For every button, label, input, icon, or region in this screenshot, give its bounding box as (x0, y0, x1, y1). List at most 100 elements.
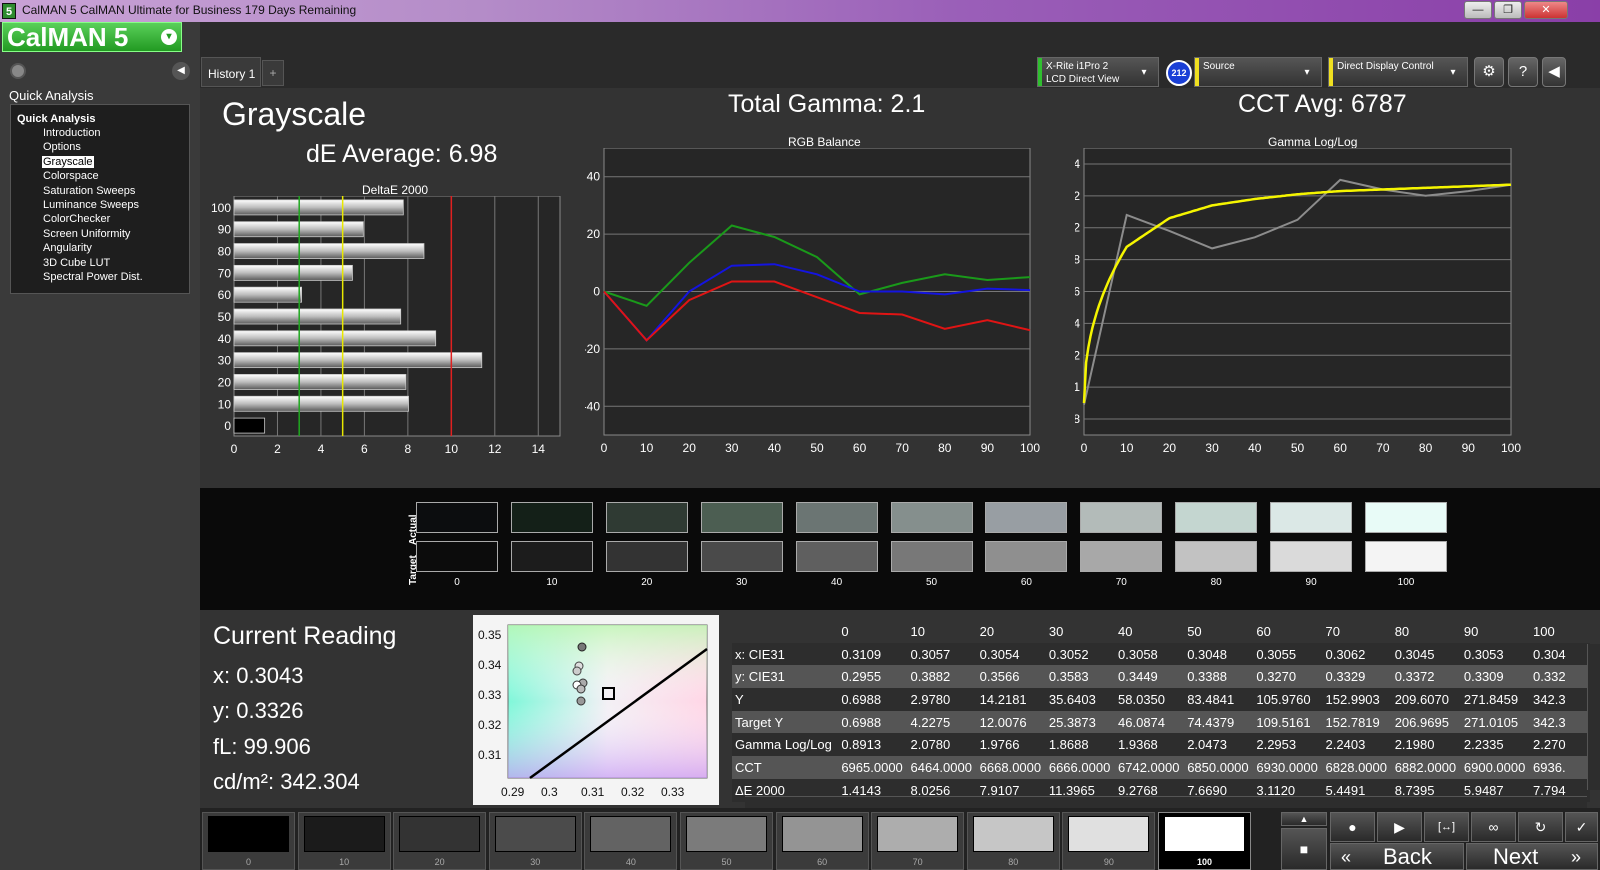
patch-label: 30 (530, 857, 541, 867)
back-label: Back (1383, 844, 1432, 869)
patch-button-100[interactable]: 100 (1158, 812, 1251, 870)
table-cell: 2.2953 (1253, 733, 1323, 757)
play-icon[interactable]: ▶ (1377, 812, 1422, 842)
series-line (603, 263, 1031, 342)
table-cell: 0.8913 (838, 733, 908, 757)
sidebar-item-angularity[interactable]: Angularity (43, 242, 92, 255)
row-label: x: CIE31 (732, 642, 839, 666)
deltae-bar (233, 395, 409, 412)
record-icon[interactable]: ● (1330, 812, 1375, 842)
deltae-bar (233, 264, 353, 281)
table-vertical-scrollbar[interactable] (1587, 644, 1600, 790)
brand-dropdown-icon[interactable]: ▾ (161, 29, 177, 45)
patch-button-90[interactable]: 90 (1062, 812, 1156, 870)
help-icon[interactable]: ? (1508, 57, 1538, 87)
table-cell: 2.1980 (1391, 733, 1461, 757)
patch-label: 20 (434, 857, 445, 867)
cct-average: CCT Avg: 6787 (1238, 90, 1407, 118)
table-cell: 271.8459 (1460, 688, 1531, 711)
table-cell: 0.3054 (976, 642, 1046, 666)
sidebar-item-spectral-power-dist[interactable]: Spectral Power Dist. (43, 271, 143, 283)
patch-button-70[interactable]: 70 (871, 812, 965, 870)
table-cell: 0.3053 (1460, 642, 1531, 666)
settings-icon[interactable]: ⚙ (1474, 57, 1504, 87)
cie-xtick: 0.29 (501, 785, 525, 799)
table-cell: 0.304 (1530, 642, 1590, 666)
fit-icon[interactable]: [↔] (1424, 812, 1469, 842)
refresh-icon[interactable]: ↻ (1518, 812, 1563, 842)
check-icon[interactable]: ✓ (1565, 812, 1598, 842)
meter-selector[interactable]: X-Rite i1Pro 2 LCD Direct View ▾ (1037, 57, 1159, 87)
add-tab-button[interactable]: + (262, 60, 284, 86)
table-cell: 0.3048 (1184, 642, 1254, 666)
target-swatch (1365, 541, 1447, 572)
next-button[interactable]: Next » (1466, 843, 1598, 870)
source-selector[interactable]: Source ▾ (1194, 57, 1322, 87)
restore-button[interactable]: ❐ (1494, 1, 1522, 19)
sidebar-item-grayscale[interactable]: Grayscale (42, 155, 94, 168)
patch-button-50[interactable]: 50 (680, 812, 773, 870)
nav-group[interactable]: Quick Analysis (17, 113, 96, 125)
sidebar-item-options[interactable]: Options (43, 141, 81, 154)
cie-point (572, 666, 582, 676)
swatch-label: 30 (736, 577, 748, 588)
patch-button-20[interactable]: 20 (393, 812, 487, 870)
display-selector[interactable]: Direct Display Control ▾ (1328, 57, 1468, 87)
series-line (1083, 178, 1512, 405)
sidebar-item-saturation-sweeps[interactable]: Saturation Sweeps (43, 184, 136, 197)
panel-pin-icon[interactable] (10, 63, 26, 79)
chevron-down-icon[interactable]: ▾ (1304, 67, 1310, 78)
back-button[interactable]: « Back (1330, 843, 1464, 870)
sidebar-item-colorspace[interactable]: Colorspace (43, 170, 99, 183)
stop-icon[interactable]: ■ (1281, 828, 1327, 870)
table-cell: 12.0076 (976, 710, 1046, 734)
sidebar-item-luminance-sweeps[interactable]: Luminance Sweeps (43, 199, 140, 211)
xtick-label: 80 (1419, 441, 1433, 455)
deltae-xtick: 10 (445, 442, 459, 456)
sidebar-item-3d-cube-lut[interactable]: 3D Cube LUT (43, 256, 111, 269)
deltae-bar (233, 330, 437, 347)
table-cell: 7.794 (1530, 778, 1590, 802)
tab-history-1[interactable]: History 1 (201, 57, 261, 87)
minimize-button[interactable]: — (1464, 1, 1492, 19)
sidebar-item-screen-uniformity[interactable]: Screen Uniformity (43, 227, 131, 240)
loop-icon[interactable]: ∞ (1471, 812, 1516, 842)
table-cell: 206.9695 (1391, 710, 1461, 734)
series-line (1082, 183, 1512, 404)
table-cell: 0.3062 (1322, 642, 1392, 666)
xtick-label: 0 (601, 441, 608, 455)
patch-chip (972, 816, 1054, 852)
patch-button-30[interactable]: 30 (488, 812, 582, 870)
patch-button-80[interactable]: 80 (966, 812, 1060, 870)
chevron-down-icon[interactable]: ▾ (1141, 67, 1147, 78)
patch-button-0[interactable]: 0 (202, 812, 295, 870)
meter-badge: 212 (1166, 60, 1192, 86)
actual-swatch (1175, 502, 1258, 533)
xtick-label: 10 (640, 441, 654, 455)
patch-button-10[interactable]: 10 (297, 812, 391, 870)
patch-button-60[interactable]: 60 (775, 812, 869, 870)
patch-button-40[interactable]: 40 (584, 812, 678, 870)
table-cell: 6668.0000 (976, 756, 1046, 779)
cie-chart: 0.35 0.34 0.33 0.32 0.31 0.29 0.3 0.31 0.32 0.33 (473, 615, 719, 805)
collapse-right-icon[interactable]: ◀ (1542, 57, 1566, 87)
scroll-up-icon[interactable]: ▲ (1281, 812, 1327, 826)
meter-name: X-Rite i1Pro 2 (1046, 61, 1109, 72)
collapse-panel-icon[interactable]: ◀ (172, 62, 190, 80)
reading-y: y: 0.3326 (213, 698, 304, 723)
patch-chip (303, 816, 385, 852)
table-cell: 105.9760 (1253, 688, 1323, 711)
swatch-label: 50 (925, 577, 938, 588)
table-horizontal-scrollbar[interactable] (745, 796, 1587, 808)
column-header: 90 (1463, 623, 1479, 639)
table-cell: 35.6403 (1045, 688, 1116, 711)
app-icon: 5 (2, 3, 16, 19)
column-header: 80 (1394, 623, 1410, 639)
brand-logo[interactable]: CalMAN 5 ▾ (2, 22, 182, 52)
sidebar-item-colorchecker[interactable]: ColorChecker (43, 213, 111, 226)
chevron-down-icon[interactable]: ▾ (1450, 67, 1456, 78)
close-button[interactable]: ✕ (1524, 1, 1568, 19)
table-cell: 0.3388 (1184, 665, 1254, 689)
sidebar-item-introduction[interactable]: Introduction (43, 127, 101, 139)
column-header: 10 (910, 623, 925, 639)
